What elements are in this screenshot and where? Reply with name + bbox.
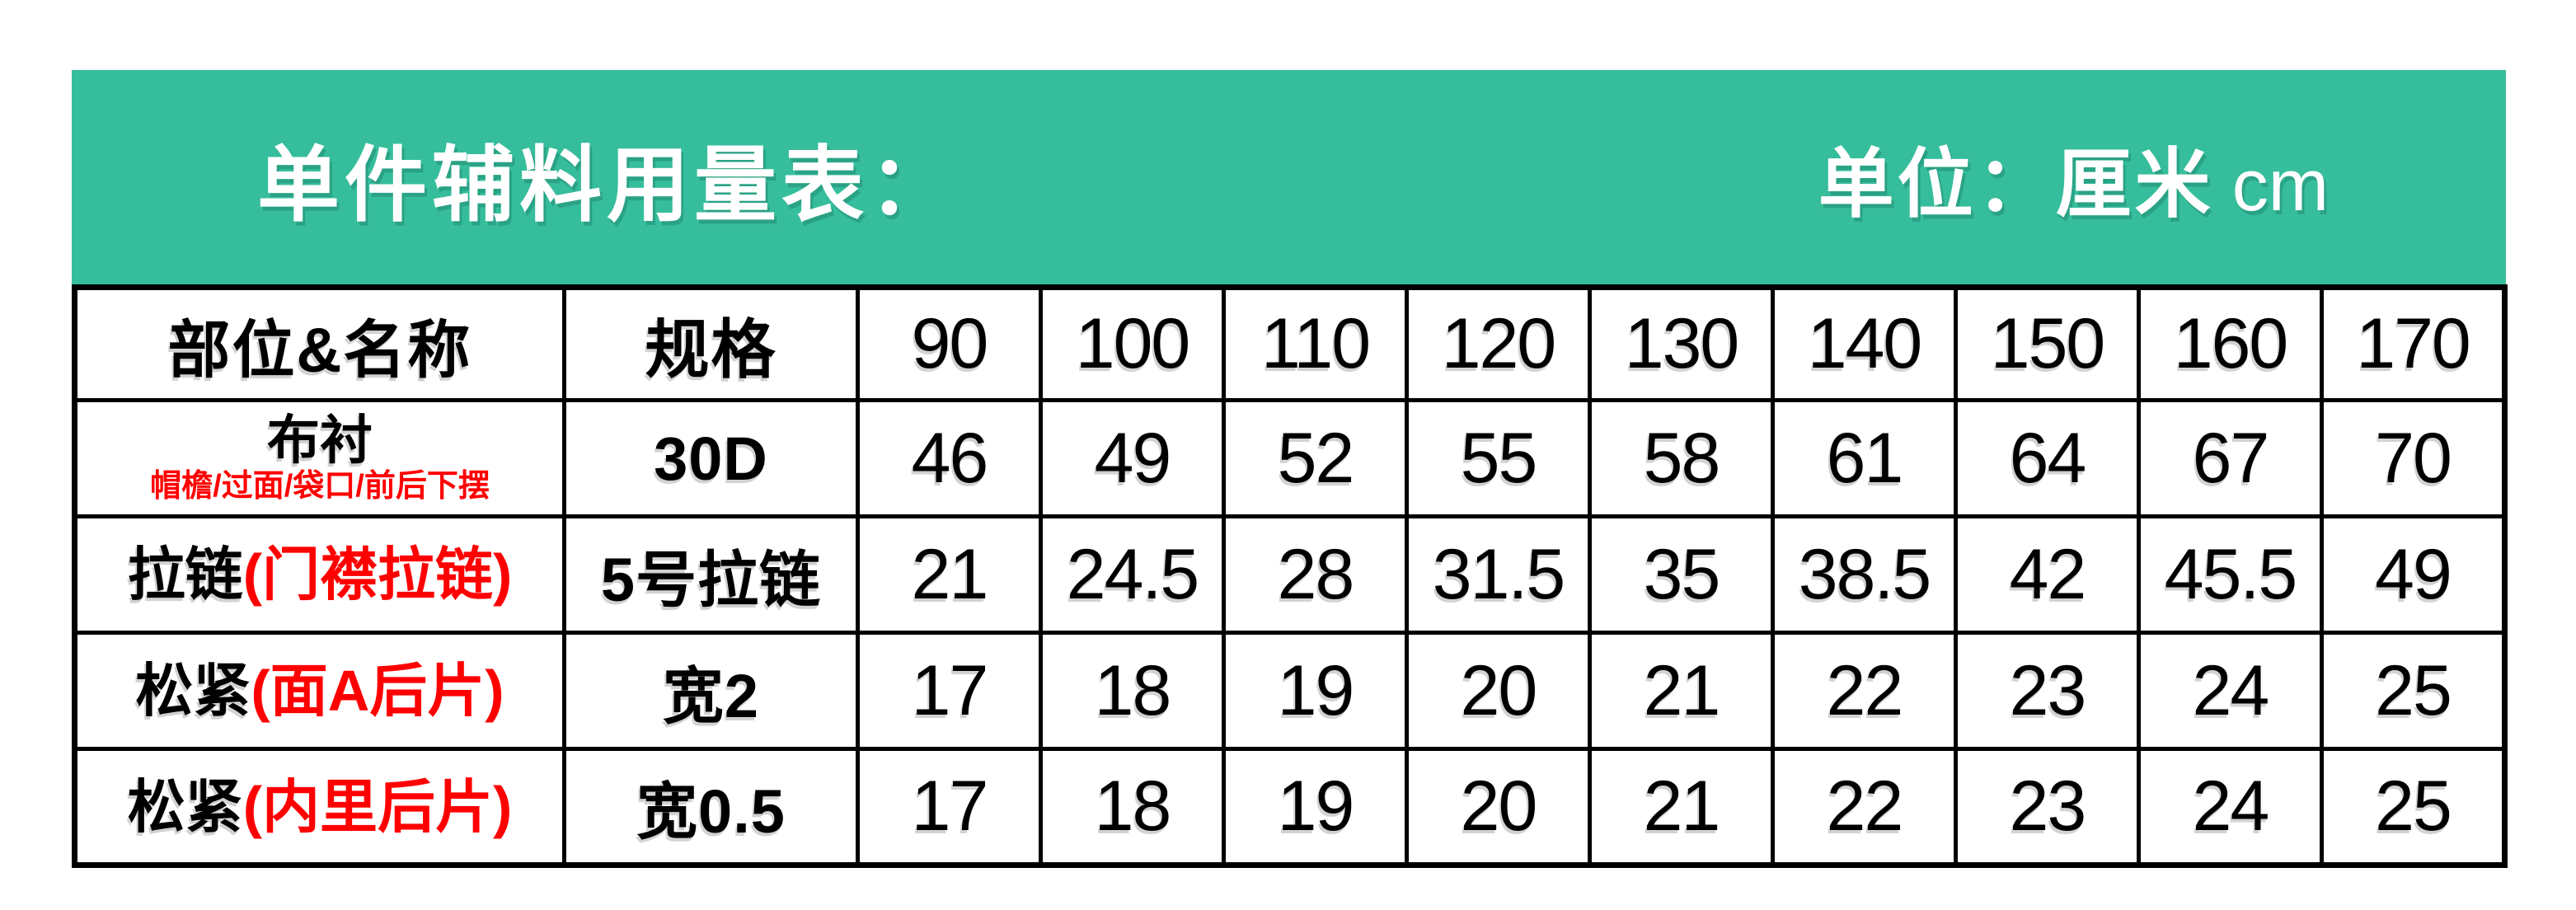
col-header-size-140: 140 — [1771, 285, 1958, 402]
col-header-size-150: 150 — [1954, 285, 2141, 402]
part-main-label: 松紧 — [127, 774, 243, 839]
spec-cell: 30D — [562, 398, 860, 518]
spec-cell: 5号拉链 — [562, 514, 860, 635]
part-name-cell: 松紧(面A后片) — [73, 631, 566, 751]
value-cell: 25 — [2320, 631, 2507, 751]
table-header-row: 部位&名称 规格 90 100 110 120 130 140 150 160 … — [73, 285, 2507, 402]
value-cell: 18 — [1039, 747, 1226, 867]
col-header-size-90: 90 — [856, 285, 1043, 402]
value-cell: 21 — [856, 514, 1043, 635]
header-banner: 单件辅料用量表： 单位：厘米 cm — [72, 70, 2506, 284]
unit-label-en: cm — [2231, 143, 2329, 226]
col-header-part: 部位&名称 — [73, 285, 566, 402]
usage-table: 部位&名称 规格 90 100 110 120 130 140 150 160 … — [72, 284, 2508, 868]
col-header-size-110: 110 — [1222, 285, 1409, 402]
col-header-spec: 规格 — [562, 285, 860, 402]
value-cell: 35 — [1588, 514, 1775, 635]
value-cell: 23 — [1954, 631, 2141, 751]
part-name-cell: 松紧(内里后片) — [73, 747, 566, 867]
table-row-zipper: 拉链(门襟拉链) 5号拉链 21 24.5 28 31.5 35 38.5 42… — [73, 514, 2507, 635]
value-cell: 49 — [2320, 514, 2507, 635]
value-cell: 61 — [1771, 398, 1958, 518]
value-cell: 49 — [1039, 398, 1226, 518]
value-cell: 24 — [2137, 631, 2324, 751]
value-cell: 25 — [2320, 747, 2507, 867]
part-main-label: 拉链 — [127, 542, 243, 607]
value-cell: 45.5 — [2137, 514, 2324, 635]
spec-cell: 宽0.5 — [562, 747, 860, 867]
value-cell: 22 — [1771, 631, 1958, 751]
value-cell: 20 — [1405, 747, 1592, 867]
value-cell: 64 — [1954, 398, 2141, 518]
value-cell: 55 — [1405, 398, 1592, 518]
value-cell: 38.5 — [1771, 514, 1958, 635]
part-name-cell: 拉链(门襟拉链) — [73, 514, 566, 635]
part-name-cell: 布衬 帽檐/过面/袋口/前后下摆 — [73, 398, 566, 518]
value-cell: 20 — [1405, 631, 1592, 751]
col-header-size-130: 130 — [1588, 285, 1775, 402]
col-header-size-100: 100 — [1039, 285, 1226, 402]
value-cell: 21 — [1588, 631, 1775, 751]
part-main-label: 布衬 — [267, 410, 373, 470]
page-title: 单件辅料用量表： — [257, 138, 956, 232]
part-accent-label: (面A后片) — [251, 659, 504, 723]
spec-cell: 宽2 — [562, 631, 860, 751]
value-cell: 52 — [1222, 398, 1409, 518]
part-accent-label: (内里后片) — [242, 774, 513, 839]
table-row-elastic-inner: 松紧(内里后片) 宽0.5 17 18 19 20 21 22 23 24 25 — [73, 747, 2507, 867]
unit-label-cn: 单位：厘米 — [1818, 142, 2214, 227]
value-cell: 70 — [2320, 398, 2507, 518]
part-sub-label: 帽檐/过面/袋口/前后下摆 — [150, 468, 490, 504]
value-cell: 28 — [1222, 514, 1409, 635]
value-cell: 24.5 — [1039, 514, 1226, 635]
value-cell: 42 — [1954, 514, 2141, 635]
part-accent-label: (门襟拉链) — [242, 542, 513, 607]
value-cell: 46 — [856, 398, 1043, 518]
value-cell: 19 — [1222, 747, 1409, 867]
col-header-size-120: 120 — [1405, 285, 1592, 402]
value-cell: 17 — [856, 631, 1043, 751]
table-row-elastic-outer: 松紧(面A后片) 宽2 17 18 19 20 21 22 23 24 25 — [73, 631, 2507, 751]
value-cell: 24 — [2137, 747, 2324, 867]
value-cell: 67 — [2137, 398, 2324, 518]
col-header-size-170: 170 — [2320, 285, 2507, 402]
col-header-size-160: 160 — [2137, 285, 2324, 402]
value-cell: 18 — [1039, 631, 1226, 751]
value-cell: 19 — [1222, 631, 1409, 751]
value-cell: 22 — [1771, 747, 1958, 867]
value-cell: 23 — [1954, 747, 2141, 867]
value-cell: 17 — [856, 747, 1043, 867]
value-cell: 31.5 — [1405, 514, 1592, 635]
unit-label: 单位：厘米 cm — [1818, 123, 2329, 232]
table-row-fabric-lining: 布衬 帽檐/过面/袋口/前后下摆 30D 46 49 52 55 58 61 6… — [73, 398, 2507, 518]
value-cell: 21 — [1588, 747, 1775, 867]
value-cell: 58 — [1588, 398, 1775, 518]
part-main-label: 松紧 — [135, 659, 251, 723]
